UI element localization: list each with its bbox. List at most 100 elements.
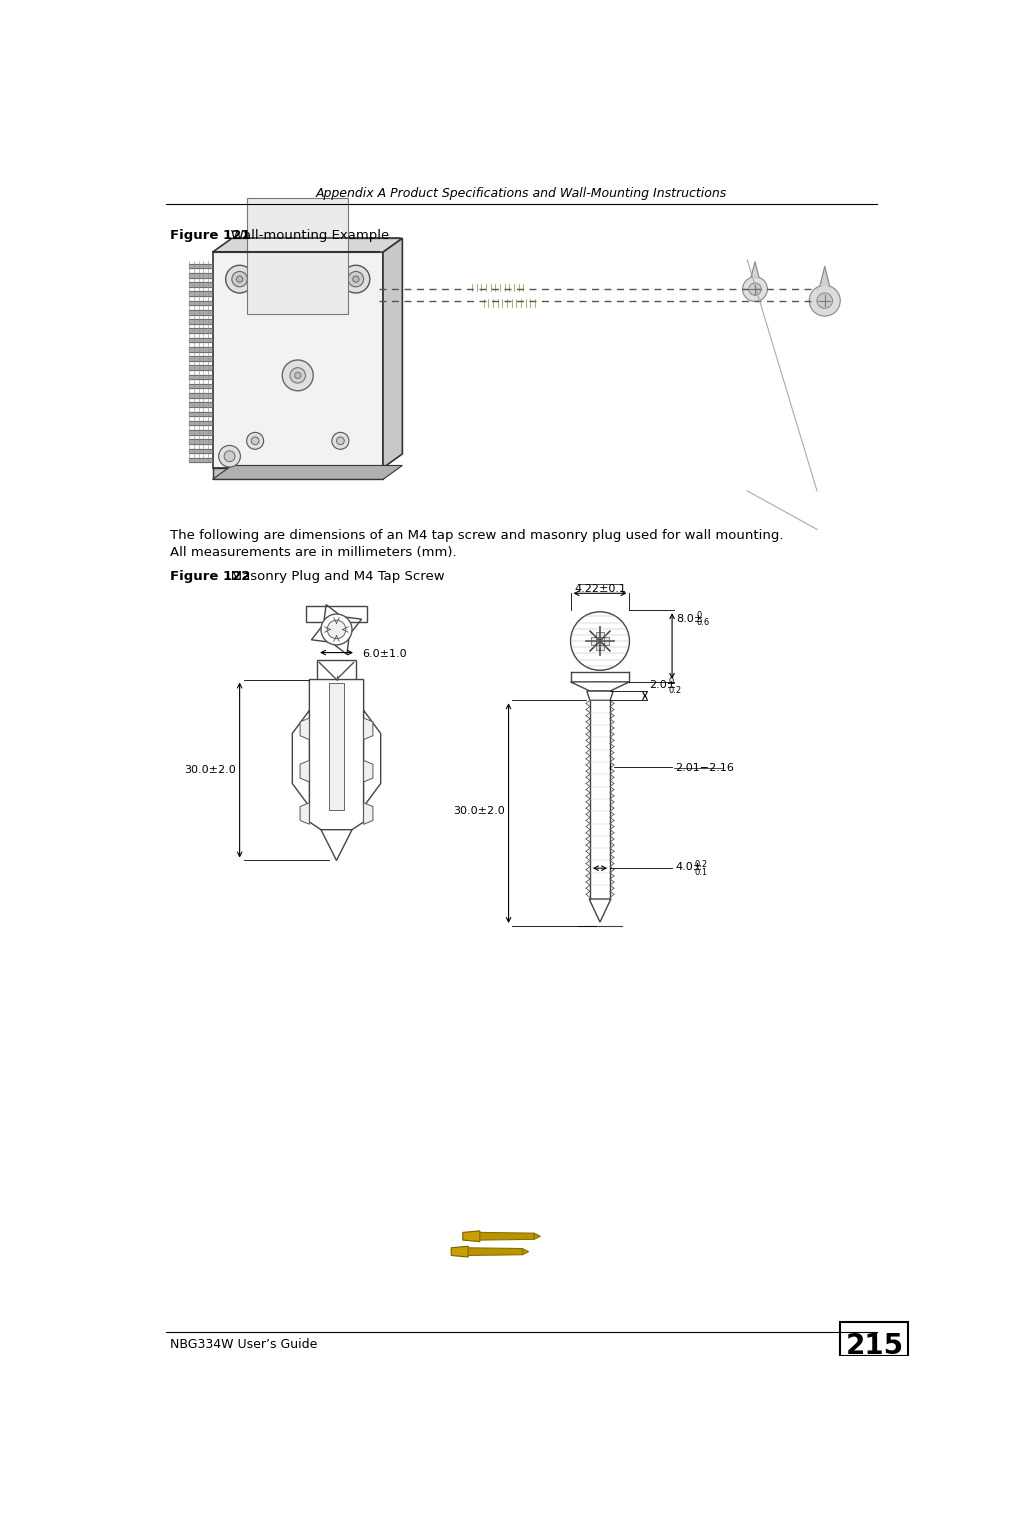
Text: Masonry Plug and M4 Tap Screw: Masonry Plug and M4 Tap Screw [218,570,445,584]
Polygon shape [451,1247,468,1257]
Polygon shape [189,264,211,268]
Polygon shape [363,760,373,782]
Polygon shape [363,710,381,806]
Polygon shape [189,291,211,296]
Circle shape [327,620,346,639]
Polygon shape [590,637,597,645]
Circle shape [294,372,301,378]
Polygon shape [300,803,309,824]
Circle shape [232,271,247,287]
Polygon shape [463,1231,479,1242]
Text: 4.22±0.1: 4.22±0.1 [574,584,626,594]
Polygon shape [329,683,344,811]
Circle shape [570,611,629,671]
Polygon shape [189,421,211,425]
Polygon shape [189,411,211,416]
Polygon shape [189,338,211,343]
Polygon shape [189,366,211,370]
Circle shape [817,293,833,308]
Circle shape [348,271,363,287]
Text: 215: 215 [845,1332,903,1359]
Polygon shape [189,375,211,379]
Polygon shape [189,439,211,443]
Circle shape [321,614,352,645]
Bar [840,1323,908,1356]
Polygon shape [189,309,211,314]
Circle shape [742,277,768,302]
Text: The following are dimensions of an M4 tap screw and masonry plug used for wall m: The following are dimensions of an M4 ta… [170,529,784,543]
Polygon shape [189,384,211,389]
Polygon shape [479,1233,534,1241]
Polygon shape [468,1248,522,1256]
Polygon shape [821,267,830,285]
Polygon shape [189,448,211,453]
Circle shape [226,265,253,293]
Polygon shape [597,632,604,637]
Text: 0.2: 0.2 [669,686,682,695]
Circle shape [809,285,840,315]
Polygon shape [189,282,211,287]
Polygon shape [383,238,402,468]
Polygon shape [597,645,604,651]
Polygon shape [189,300,211,305]
Polygon shape [189,430,211,434]
Polygon shape [292,710,309,806]
Polygon shape [189,319,211,323]
Polygon shape [189,357,211,361]
Text: 6.0±1.0: 6.0±1.0 [362,649,407,658]
Polygon shape [570,681,629,690]
Text: 0.6: 0.6 [697,617,711,626]
Text: 0.1: 0.1 [694,869,708,878]
Text: Figure 122: Figure 122 [170,570,250,584]
Text: 30.0±2.0: 30.0±2.0 [453,806,505,817]
Text: 2.0±: 2.0± [649,680,677,689]
Polygon shape [363,803,373,824]
Text: 4.0±: 4.0± [675,863,702,872]
Circle shape [332,433,349,450]
Circle shape [353,276,359,282]
Polygon shape [189,328,211,334]
Polygon shape [300,760,309,782]
Text: 0.2: 0.2 [694,860,708,869]
Polygon shape [604,637,610,645]
Circle shape [219,445,240,466]
Circle shape [246,433,264,450]
Polygon shape [189,402,211,407]
Circle shape [251,437,259,445]
Circle shape [282,360,314,390]
Circle shape [290,367,305,383]
Circle shape [342,265,370,293]
Circle shape [236,276,242,282]
Polygon shape [213,465,402,480]
Text: Appendix A Product Specifications and Wall-Mounting Instructions: Appendix A Product Specifications and Wa… [317,187,727,200]
Polygon shape [300,718,309,739]
Circle shape [749,283,761,296]
Polygon shape [751,262,758,277]
Polygon shape [189,347,211,352]
Polygon shape [363,718,373,739]
Bar [306,607,366,622]
Polygon shape [189,393,211,398]
Polygon shape [189,457,211,462]
Bar [247,198,348,314]
Text: 8.0±: 8.0± [677,614,703,625]
Text: Wall-mounting Example: Wall-mounting Example [218,229,389,242]
Text: 0: 0 [697,611,702,620]
Circle shape [224,451,235,462]
Polygon shape [534,1233,541,1239]
Polygon shape [589,899,611,922]
Polygon shape [189,273,211,277]
Text: NBG334W User’s Guide: NBG334W User’s Guide [170,1338,318,1350]
Text: 0: 0 [669,678,674,686]
Polygon shape [321,829,352,861]
Text: 2.01−2.16: 2.01−2.16 [675,764,734,773]
Polygon shape [309,680,363,837]
Text: Figure 121: Figure 121 [170,229,250,242]
Polygon shape [312,605,361,654]
Text: All measurements are in millimeters (mm).: All measurements are in millimeters (mm)… [170,546,456,559]
Polygon shape [522,1248,528,1254]
Bar [213,468,383,480]
Circle shape [337,437,344,445]
Polygon shape [318,660,356,680]
Polygon shape [213,238,402,251]
